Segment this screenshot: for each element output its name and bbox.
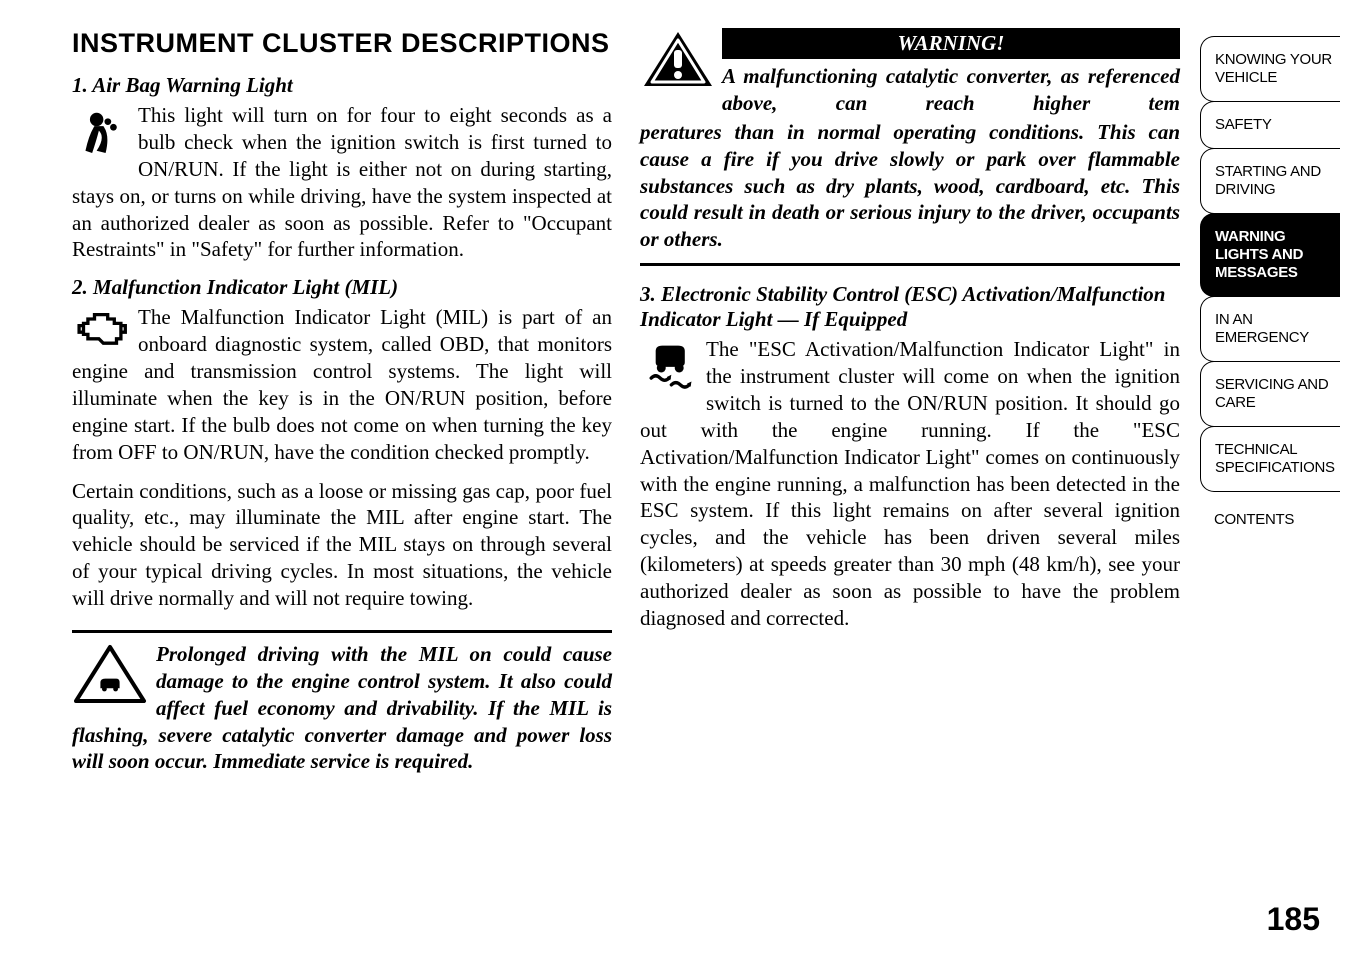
section-1-title: 1. Air Bag Warning Light <box>72 73 612 98</box>
caution-icon <box>72 643 148 707</box>
section-1-body: This light will turn on for four to eigh… <box>72 102 612 263</box>
right-column: WARNING! A malfunctioning catalytic conv… <box>640 28 1180 934</box>
section-2-title: 2. Malfunction Indicator Light (MIL) <box>72 275 612 300</box>
section-2-body-2: Certain conditions, such as a loose or m… <box>72 478 612 612</box>
warning-block: WARNING! A malfunctioning catalytic conv… <box>640 28 1180 266</box>
section-3-body: The "ESC Activation/Malfunction Indicato… <box>640 336 1180 632</box>
warning-label: WARNING! <box>722 28 1180 59</box>
section-2-body-1: The Malfunction Indicator Light (MIL) is… <box>72 304 612 465</box>
tab-knowing-vehicle[interactable]: KNOWING YOUR VEHICLE <box>1200 36 1340 102</box>
tab-contents[interactable]: CONTENTS <box>1200 491 1340 543</box>
engine-icon <box>72 308 128 352</box>
warning-text: peratures than in normal operating condi… <box>640 119 1180 253</box>
tab-servicing[interactable]: SERVICING AND CARE <box>1200 361 1340 427</box>
tab-safety[interactable]: SAFETY <box>1200 101 1340 149</box>
esc-icon <box>640 340 696 396</box>
caution-box: Prolonged driving with the MIL on could … <box>72 630 612 775</box>
tab-emergency[interactable]: IN AN EMERGENCY <box>1200 296 1340 362</box>
warning-icon <box>640 28 716 92</box>
page-title: INSTRUMENT CLUSTER DESCRIPTIONS <box>72 28 612 59</box>
tab-warning-lights[interactable]: WARNING LIGHTS AND MESSAGES <box>1200 213 1340 297</box>
airbag-icon <box>72 106 128 162</box>
section-3-title: 3. Electronic Stability Control (ESC) Ac… <box>640 282 1180 332</box>
page-number: 185 <box>1267 901 1320 938</box>
sidebar-nav: KNOWING YOUR VEHICLE SAFETY STARTING AND… <box>1200 0 1352 954</box>
tab-starting-driving[interactable]: STARTING AND DRIVING <box>1200 148 1340 214</box>
left-column: INSTRUMENT CLUSTER DESCRIPTIONS 1. Air B… <box>72 28 612 934</box>
tab-technical-specs[interactable]: TECHNICAL SPECIFICATIONS <box>1200 426 1340 492</box>
